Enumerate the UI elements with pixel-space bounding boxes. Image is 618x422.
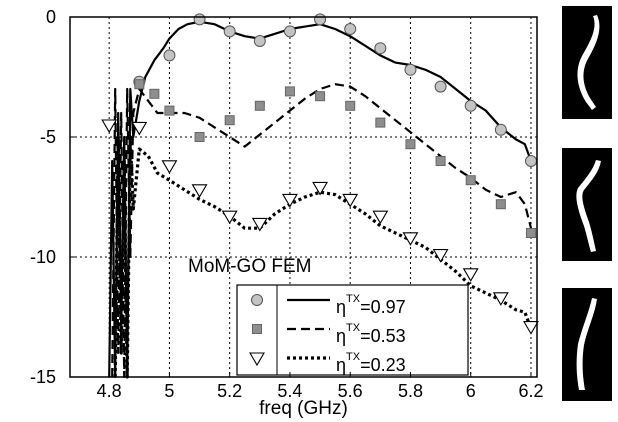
shape-curve-3 xyxy=(562,288,612,401)
data-point-mom-go-2 xyxy=(150,89,159,98)
data-point-mom-go-2 xyxy=(285,87,294,96)
y-tick-label: -5 xyxy=(40,127,56,147)
y-tick-label: 0 xyxy=(46,7,56,27)
data-point-mom-go-1 xyxy=(315,14,326,25)
data-point-mom-go-1 xyxy=(224,26,235,37)
data-point-mom-go-1 xyxy=(405,64,416,75)
data-point-mom-go-2 xyxy=(496,200,505,209)
data-point-mom-go-2 xyxy=(406,140,415,149)
data-point-mom-go-1 xyxy=(435,81,446,92)
legend-marker-2 xyxy=(253,325,262,334)
annotation-label: MoM-GO FEM xyxy=(188,256,312,277)
shape-thumbnail-2 xyxy=(562,148,612,261)
data-point-mom-go-1 xyxy=(284,26,295,37)
data-point-mom-go-2 xyxy=(135,80,144,89)
x-axis-label: freq (GHz) xyxy=(259,398,348,419)
x-tick-label: 5.8 xyxy=(398,381,423,401)
data-point-mom-go-1 xyxy=(495,124,506,135)
y-tick-label: -10 xyxy=(30,247,56,267)
shape-curve-2 xyxy=(562,148,612,261)
x-tick-label: 5 xyxy=(164,381,174,401)
data-point-mom-go-2 xyxy=(225,116,234,125)
x-tick-label: 6.2 xyxy=(518,381,543,401)
data-point-mom-go-2 xyxy=(165,106,174,115)
x-tick-label: 4.8 xyxy=(97,381,122,401)
data-point-mom-go-1 xyxy=(194,14,205,25)
data-point-mom-go-1 xyxy=(254,36,265,47)
shape-curve-1 xyxy=(562,6,612,119)
data-point-mom-go-1 xyxy=(345,24,356,35)
data-point-mom-go-1 xyxy=(525,156,536,167)
data-point-mom-go-2 xyxy=(255,101,264,110)
data-point-mom-go-1 xyxy=(375,43,386,54)
data-point-mom-go-1 xyxy=(465,100,476,111)
data-point-mom-go-2 xyxy=(316,92,325,101)
x-tick-label: 5.2 xyxy=(217,381,242,401)
legend-marker-1 xyxy=(252,295,263,306)
data-point-mom-go-1 xyxy=(164,50,175,61)
data-point-mom-go-2 xyxy=(436,157,445,166)
data-point-mom-go-2 xyxy=(195,133,204,142)
y-tick-label: -15 xyxy=(30,367,56,387)
shape-thumbnail-3 xyxy=(562,288,612,401)
x-tick-label: 6 xyxy=(466,381,476,401)
data-point-mom-go-2 xyxy=(376,118,385,127)
data-point-mom-go-2 xyxy=(346,101,355,110)
data-point-mom-go-2 xyxy=(466,176,475,185)
shape-thumbnail-1 xyxy=(562,6,612,119)
data-point-mom-go-2 xyxy=(526,229,535,238)
